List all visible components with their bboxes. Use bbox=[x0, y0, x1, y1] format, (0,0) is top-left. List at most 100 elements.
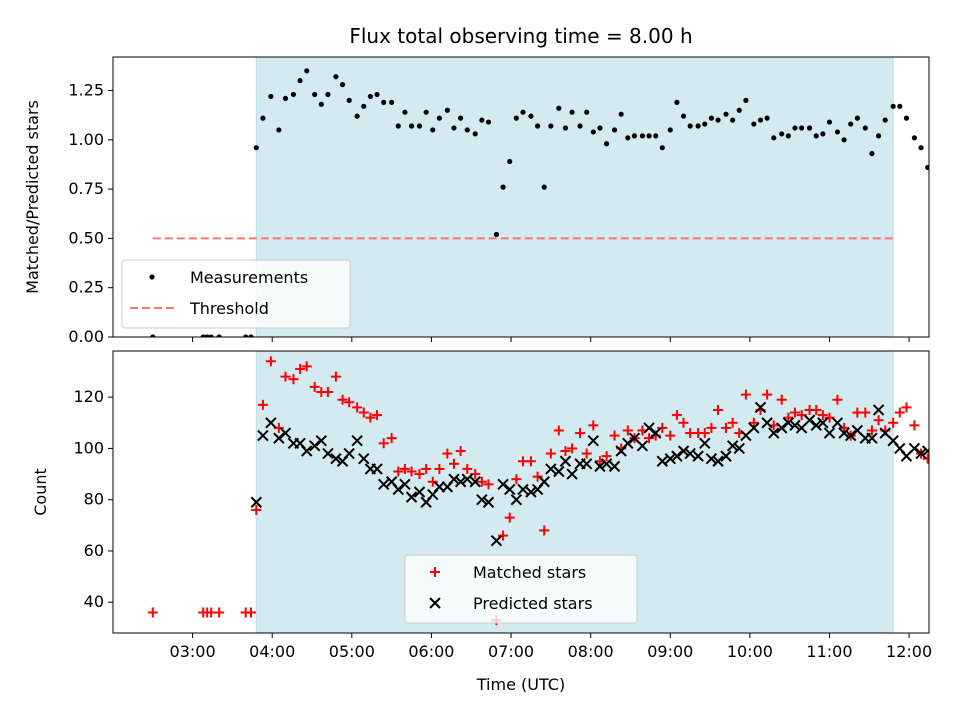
predicted-point bbox=[545, 463, 557, 475]
chart-title: Flux total observing time = 8.00 h bbox=[349, 24, 692, 48]
predicted-point bbox=[748, 422, 760, 434]
matched-point bbox=[866, 425, 877, 436]
predicted-point bbox=[322, 447, 334, 460]
measurement-point bbox=[695, 123, 701, 129]
measurement-point bbox=[541, 184, 547, 190]
predicted-point bbox=[490, 535, 503, 547]
matched-point bbox=[295, 363, 306, 374]
matched-point bbox=[860, 407, 871, 418]
measurement-point bbox=[451, 125, 457, 131]
measurement-point bbox=[875, 133, 882, 139]
measurement-point bbox=[715, 117, 721, 123]
measurement-point bbox=[260, 115, 266, 121]
measurement-point bbox=[820, 131, 826, 137]
matched-point bbox=[671, 410, 682, 421]
matched-point bbox=[337, 394, 348, 405]
matched-point bbox=[462, 463, 473, 474]
matched-point bbox=[622, 425, 633, 436]
observing-window bbox=[256, 57, 894, 337]
predicted-point bbox=[476, 493, 488, 506]
y-tick-label: 1.25 bbox=[68, 81, 104, 100]
predicted-point bbox=[461, 473, 473, 485]
measurement-point bbox=[312, 91, 318, 98]
matched-point bbox=[575, 428, 586, 439]
matched-point bbox=[406, 466, 417, 477]
measurement-point bbox=[150, 334, 156, 337]
x-axis-label: Time (UTC) bbox=[476, 675, 565, 694]
matched-point bbox=[553, 425, 564, 436]
matched-point bbox=[581, 448, 592, 459]
predicted-point bbox=[525, 486, 537, 498]
top-y-axis-label: Matched/Predicted stars bbox=[23, 100, 42, 294]
y-tick-label: 0.75 bbox=[68, 179, 104, 198]
measurement-point bbox=[204, 334, 210, 337]
y-tick-label: 100 bbox=[73, 438, 104, 457]
measurement-point bbox=[751, 121, 757, 127]
legend: Measurements Threshold bbox=[121, 259, 351, 329]
predicted-point bbox=[594, 460, 606, 473]
legend-box bbox=[121, 259, 351, 329]
measurement-point bbox=[639, 133, 646, 139]
measurement-point bbox=[687, 123, 693, 129]
matched-point bbox=[414, 469, 425, 480]
measurement-point bbox=[659, 145, 665, 151]
predicted-point bbox=[643, 422, 655, 434]
measurement-point bbox=[562, 125, 569, 131]
measurement-point bbox=[208, 334, 214, 337]
measurement-point bbox=[940, 169, 945, 174]
predicted-point bbox=[497, 478, 509, 491]
matched-point bbox=[393, 466, 404, 477]
predicted-point bbox=[831, 417, 844, 429]
measurement-point bbox=[743, 97, 749, 103]
y-tick-label: 0.00 bbox=[68, 327, 104, 346]
x-tick-label: 05:00 bbox=[329, 642, 375, 661]
matched-point bbox=[601, 451, 612, 462]
measurement-point bbox=[485, 119, 492, 125]
measurement-point bbox=[611, 127, 618, 133]
matched-point bbox=[309, 381, 320, 392]
matched-point bbox=[713, 404, 724, 415]
measurement-point bbox=[862, 125, 868, 131]
matched-point bbox=[588, 420, 599, 431]
matched-point bbox=[532, 471, 543, 482]
data-layer bbox=[147, 356, 929, 626]
matched-point bbox=[245, 607, 256, 618]
predicted-point bbox=[517, 483, 529, 496]
measurement-point bbox=[890, 103, 896, 109]
matched-point bbox=[386, 433, 397, 444]
series-predicted-stars bbox=[250, 401, 929, 547]
predicted-point bbox=[656, 455, 669, 467]
measurement-point bbox=[869, 151, 875, 157]
predicted-point bbox=[559, 455, 572, 467]
x-tick-label: 08:00 bbox=[568, 642, 614, 661]
predicted-point bbox=[482, 496, 495, 508]
matched-point bbox=[372, 410, 383, 421]
measurement-point bbox=[354, 113, 360, 119]
predicted-point bbox=[733, 442, 745, 455]
predicted-point bbox=[712, 455, 724, 467]
matched-point bbox=[727, 417, 738, 428]
measurement-point bbox=[507, 158, 513, 165]
measurement-point bbox=[458, 115, 464, 121]
matched-point bbox=[455, 445, 466, 456]
measurement-point bbox=[674, 99, 680, 105]
x-tick-label: 11:00 bbox=[806, 642, 852, 661]
y-tick-label: 120 bbox=[73, 387, 104, 406]
y-tick-label: 0.25 bbox=[68, 278, 104, 297]
predicted-point bbox=[510, 493, 523, 506]
measurement-point bbox=[430, 127, 436, 133]
predicted-point bbox=[872, 404, 885, 416]
measurement-point bbox=[361, 103, 367, 109]
measurement-point bbox=[597, 125, 603, 131]
measurement-point bbox=[248, 334, 254, 337]
predicted-point bbox=[928, 459, 929, 469]
x-tick-label: 03:00 bbox=[170, 642, 216, 661]
predicted-point bbox=[768, 427, 780, 439]
measurement-point bbox=[834, 129, 841, 135]
matched-point bbox=[365, 412, 376, 423]
predicted-point bbox=[279, 427, 292, 439]
series-measurements bbox=[150, 68, 945, 337]
predicted-point bbox=[250, 496, 263, 508]
measurement-point bbox=[631, 133, 638, 139]
matched-point bbox=[706, 422, 717, 433]
